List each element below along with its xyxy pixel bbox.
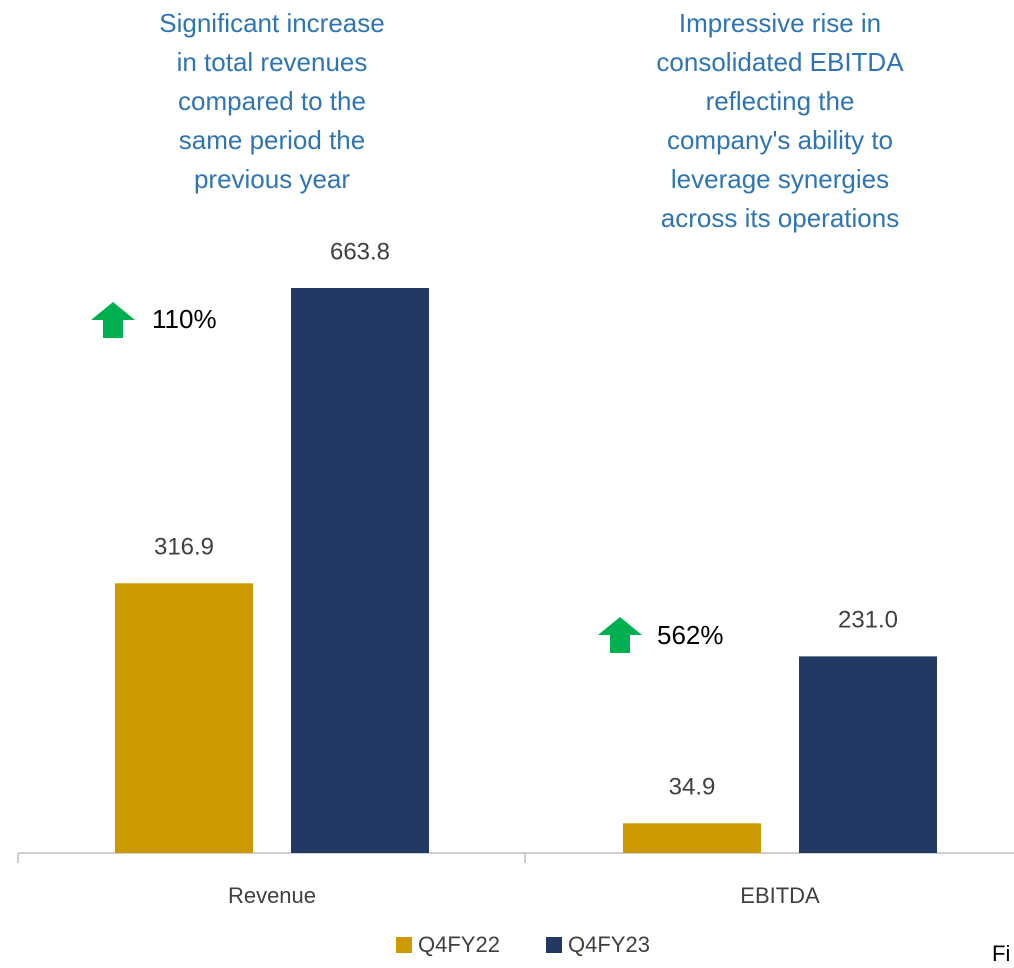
legend-label: Q4FY22 xyxy=(418,932,500,957)
footnote: Fi xyxy=(992,941,1010,966)
annotation: company's ability to xyxy=(667,125,893,155)
legend-label: Q4FY23 xyxy=(568,932,650,957)
bar xyxy=(623,823,761,853)
data-label: 231.0 xyxy=(838,607,898,634)
data-label: 316.9 xyxy=(154,534,214,561)
annotation: in total revenues xyxy=(177,47,368,77)
annotation: previous year xyxy=(194,164,350,194)
legend-swatch xyxy=(396,937,412,953)
bar xyxy=(115,583,253,853)
data-label: 34.9 xyxy=(669,774,716,801)
annotation: consolidated EBITDA xyxy=(656,47,904,77)
annotation: same period the xyxy=(179,125,365,155)
annotation: Significant increase xyxy=(159,8,384,38)
growth-arrow xyxy=(598,617,642,653)
growth-label: 110% xyxy=(152,304,217,334)
annotation: leverage synergies xyxy=(671,164,889,194)
bar xyxy=(799,656,937,853)
growth-arrow xyxy=(91,302,135,338)
annotation: compared to the xyxy=(178,86,366,116)
x-tick-label: Revenue xyxy=(228,883,316,908)
data-label: 663.8 xyxy=(330,238,390,265)
legend-swatch xyxy=(546,937,562,953)
bar xyxy=(291,288,429,853)
x-tick-label: EBITDA xyxy=(740,883,820,908)
growth-label: 562% xyxy=(657,620,724,650)
annotation: Impressive rise in xyxy=(679,8,881,38)
annotation: across its operations xyxy=(661,203,899,233)
annotation: reflecting the xyxy=(706,86,855,116)
